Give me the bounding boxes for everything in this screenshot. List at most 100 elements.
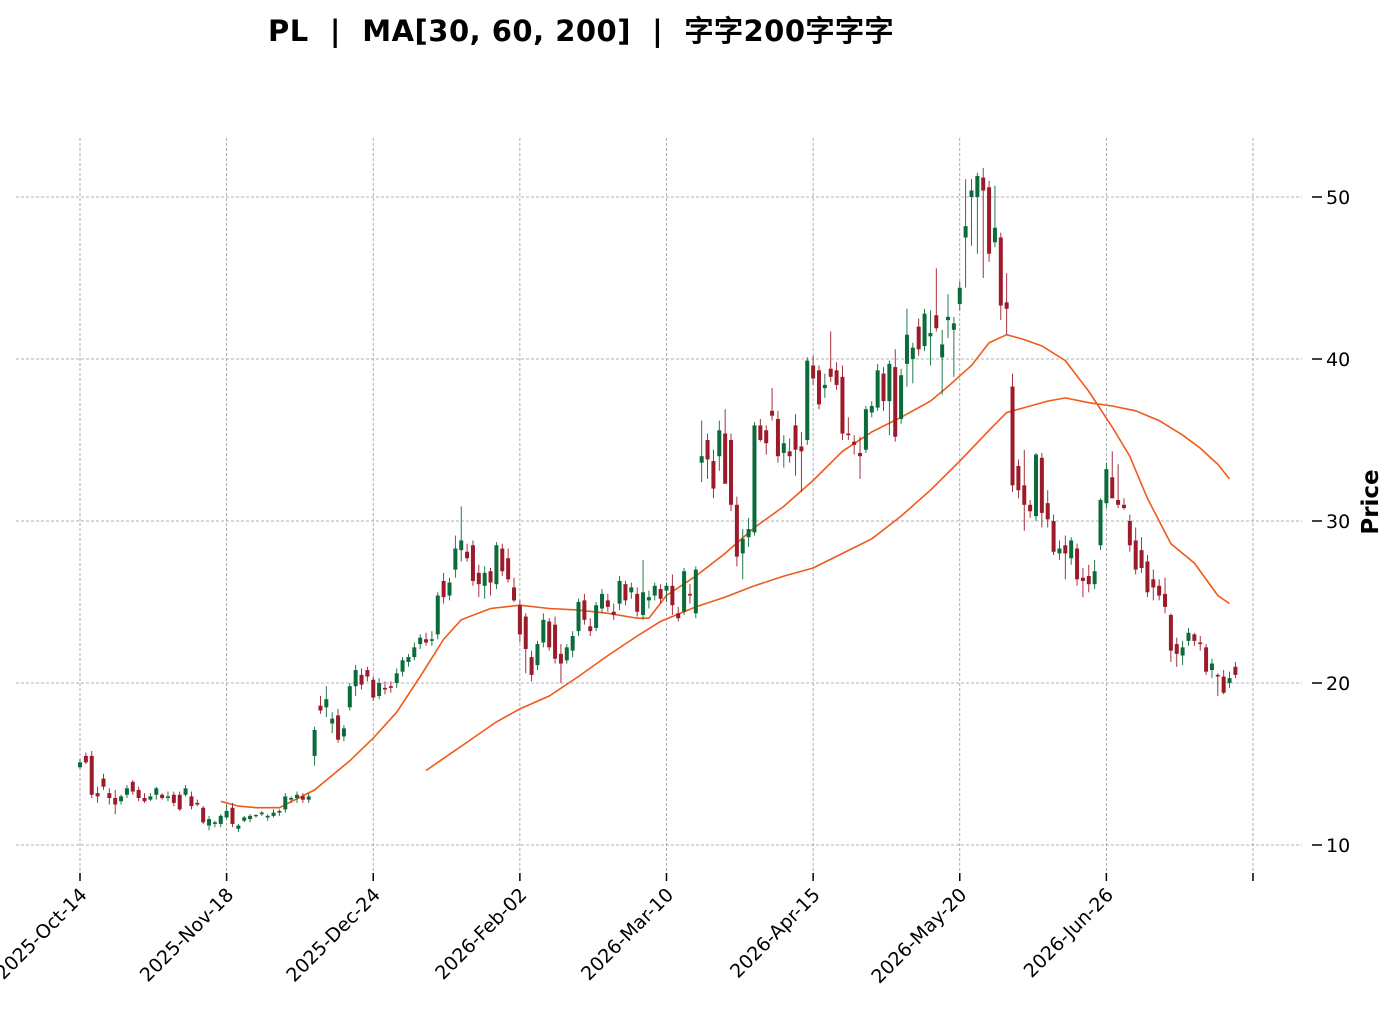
candle-body (107, 793, 112, 799)
candle (435, 592, 440, 640)
candle (418, 634, 423, 649)
candle-body (928, 333, 933, 337)
candle-body (488, 571, 493, 583)
candle (746, 517, 751, 547)
candle (664, 582, 669, 602)
candle (347, 683, 352, 711)
candle (441, 572, 446, 604)
candle-body (910, 347, 915, 359)
candle-body (242, 817, 247, 821)
candle-body (265, 815, 270, 818)
candle-body (78, 762, 82, 768)
candle-body (277, 810, 282, 813)
candle-body (371, 679, 376, 698)
candle-body (441, 580, 446, 598)
candle-body (541, 619, 546, 643)
candle-body (617, 580, 622, 604)
candle-body (1204, 647, 1209, 672)
candle (412, 642, 417, 661)
candle (1127, 514, 1132, 552)
candle (699, 420, 704, 483)
candle (652, 582, 657, 601)
candle (693, 566, 698, 619)
candle (124, 785, 129, 799)
candle (312, 726, 317, 766)
candle (394, 668, 399, 688)
candle (101, 773, 106, 790)
candle-body (1133, 540, 1138, 570)
candle (816, 365, 821, 410)
candle-body (1039, 457, 1044, 513)
candle (95, 786, 100, 803)
candle-body (318, 705, 323, 711)
y-tick-label: 20 (1326, 673, 1350, 695)
candle-body (136, 789, 141, 799)
candle-body (289, 798, 294, 800)
candle-body (1227, 678, 1232, 683)
candle-body (1086, 576, 1091, 585)
candle (1180, 640, 1185, 666)
candle (253, 814, 258, 818)
candle-body (447, 582, 452, 596)
candle-body (306, 796, 311, 800)
candle (951, 316, 956, 377)
candle-body (646, 597, 651, 601)
candle-body (623, 584, 628, 601)
candle-body (599, 593, 604, 609)
candle-body (177, 794, 182, 810)
candle (1121, 498, 1126, 510)
candle-body (230, 807, 235, 824)
candle-body (916, 326, 921, 350)
candle (218, 814, 223, 828)
candle (89, 751, 94, 799)
candle (382, 681, 387, 695)
candle (306, 793, 311, 803)
candle-body (717, 430, 722, 457)
candle-body (470, 545, 475, 581)
candle (1151, 569, 1156, 601)
candle (775, 410, 780, 463)
candle (107, 788, 112, 805)
candle-body (899, 375, 904, 419)
candle-body (1215, 674, 1220, 677)
candle-body (353, 670, 358, 687)
candle (599, 589, 604, 614)
candle-body (336, 715, 341, 740)
candle (359, 668, 364, 690)
x-tick-label: 2025-Dec-24 (282, 884, 385, 987)
candle-body (904, 334, 909, 364)
candle (1004, 273, 1009, 335)
candle-body (453, 548, 458, 570)
candle-body (594, 605, 599, 628)
candle-body (699, 456, 704, 463)
candle (1039, 452, 1044, 528)
candle (946, 294, 951, 338)
candle-body (1063, 545, 1068, 554)
candle-body (523, 616, 528, 649)
candle (341, 725, 346, 742)
candle-body (418, 637, 423, 645)
candle-body (148, 796, 153, 800)
candle (904, 308, 909, 387)
candle-body (429, 639, 434, 641)
candle-body (1045, 503, 1050, 520)
candle (676, 606, 681, 622)
candle (752, 422, 757, 536)
candle (171, 791, 176, 807)
candle (1139, 537, 1144, 573)
candle (470, 540, 475, 586)
candle-body (553, 624, 558, 659)
candle (852, 435, 857, 455)
candle (957, 281, 962, 311)
candle (447, 577, 452, 601)
candle (916, 318, 921, 356)
candle (764, 425, 769, 455)
candle (875, 363, 880, 411)
candle (547, 618, 552, 651)
candle (242, 815, 247, 823)
candle-body (1163, 593, 1168, 607)
candle (1110, 451, 1115, 499)
candle-body (494, 545, 499, 585)
candle-body (259, 812, 264, 815)
candle-body (482, 572, 487, 586)
